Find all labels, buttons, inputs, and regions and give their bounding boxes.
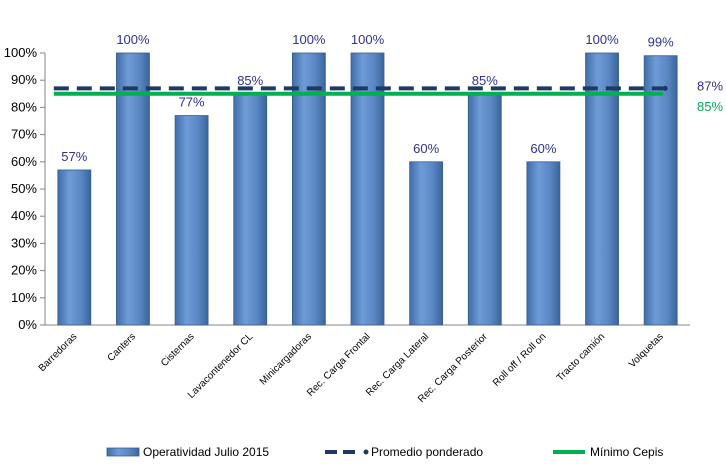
y-tick-label: 90% [11,72,37,87]
y-tick-label: 70% [11,127,37,142]
x-tick-label: Rec. Carga Lateral [364,331,431,398]
y-tick-label: 50% [11,181,37,196]
y-tick-label: 0% [18,317,37,332]
x-tick-label: Barredoras [37,331,80,374]
legend-bar-swatch [106,447,140,457]
bar [350,52,385,326]
legend-label-promedio: Promedio ponderado [371,445,483,459]
data-label: 57% [61,149,87,164]
bar [233,93,268,326]
bar [643,55,678,326]
x-tick-label: Rec. Carga Frontal [305,331,373,399]
legend-dashed-marker [363,449,369,455]
bar [174,115,209,326]
data-label: 100% [292,32,326,47]
legend: Operatividad Julio 2015 Promedio ponderad… [106,445,663,459]
x-tick-label: Tracto camión [555,331,607,383]
promedio-ponderado-marker [662,85,668,91]
data-label: 60% [530,141,556,156]
bar [409,161,444,326]
y-tick-label: 100% [4,45,38,60]
reference-lines: 87%85% [53,78,723,114]
x-tick-label: Cisternas [159,331,197,369]
bar [585,52,619,326]
bar [57,169,92,326]
bar [467,93,502,326]
data-label: 100% [116,32,150,47]
minimo-cepis-label: 85% [697,99,723,114]
data-label: 100% [585,32,619,47]
data-label: 100% [351,32,385,47]
x-tick-label: Minicargadoras [258,331,314,387]
bar [526,161,561,326]
bar [116,52,150,326]
y-tick-label: 30% [11,235,37,250]
y-tick-label: 80% [11,99,37,114]
x-tick-label: Lavacontenedor CL [186,331,256,401]
y-axis: 0% 10% 20% 30% 40% 50% 60% 70% 80% 90% 100% [4,45,690,332]
legend-label-minimo: Mínimo Cepis [590,445,663,459]
x-tick-label: Roll off / Roll on [491,331,549,389]
data-label: 77% [179,95,205,110]
bar [291,52,326,326]
bars [57,52,678,326]
x-tick-label: Canters [106,331,139,364]
data-label: 85% [237,73,263,88]
x-tick-label: Volquetas [627,331,666,370]
y-tick-label: 10% [11,290,37,305]
y-tick-label: 60% [11,154,37,169]
promedio-ponderado-label: 87% [697,78,723,93]
legend-label-operatividad: Operatividad Julio 2015 [143,445,269,459]
y-tick-label: 40% [11,208,37,223]
data-labels: 57% 100% 77% 85% 100% 100% 60% 85% 60% 100% 99% [61,32,674,164]
x-axis-labels: Barredoras Canters CisternasLavacontenedor… [37,331,666,405]
data-label: 99% [648,35,674,50]
y-tick-label: 20% [11,263,37,278]
data-label: 60% [413,141,439,156]
data-label: 85% [472,73,498,88]
